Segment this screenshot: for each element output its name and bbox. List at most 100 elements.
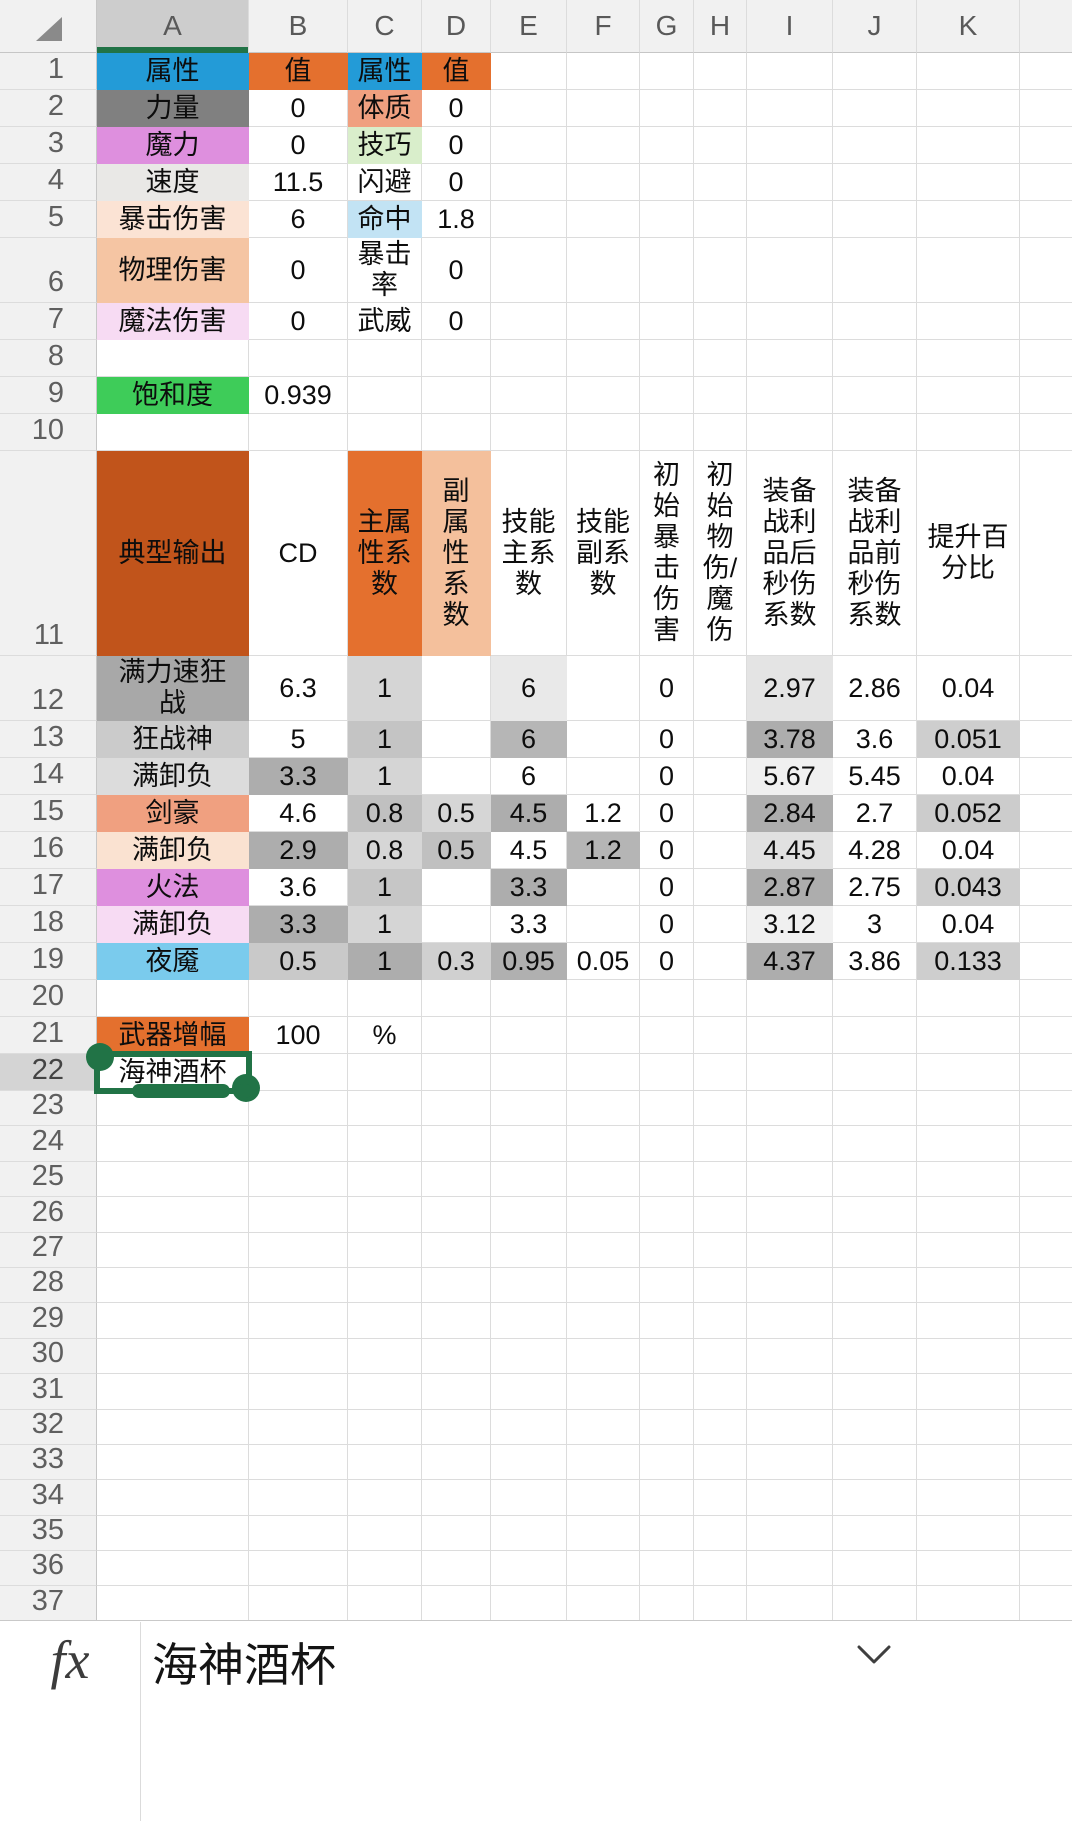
row-header-17[interactable]: 17 xyxy=(0,869,97,906)
cell-J26[interactable] xyxy=(833,1197,917,1233)
cell-C24[interactable] xyxy=(348,1126,422,1162)
cell-E25[interactable] xyxy=(491,1161,567,1198)
cell-A19[interactable]: 夜魇 xyxy=(97,943,249,980)
cell-F20[interactable] xyxy=(567,980,640,1017)
cell-A23[interactable] xyxy=(97,1091,249,1127)
cell-G6[interactable] xyxy=(640,238,694,303)
cell-L28[interactable] xyxy=(1020,1267,1072,1304)
cell-D19[interactable]: 0.3 xyxy=(422,943,491,980)
cell-I17[interactable]: 2.87 xyxy=(747,869,833,906)
row-header-6[interactable]: 6 xyxy=(0,238,97,303)
cell-A14[interactable]: 满卸负 xyxy=(97,758,249,795)
column-header-offscreen[interactable] xyxy=(1020,0,1072,53)
cell-E8[interactable] xyxy=(491,340,567,377)
cell-G35[interactable] xyxy=(640,1515,694,1552)
cell-L32[interactable] xyxy=(1020,1409,1072,1445)
cell-E24[interactable] xyxy=(491,1126,567,1162)
cell-F22[interactable] xyxy=(567,1054,640,1091)
cell-E3[interactable] xyxy=(491,127,567,164)
cell-G36[interactable] xyxy=(640,1551,694,1587)
cell-L21[interactable] xyxy=(1020,1017,1072,1054)
cell-I5[interactable] xyxy=(747,201,833,238)
cell-G10[interactable] xyxy=(640,414,694,451)
cell-K30[interactable] xyxy=(917,1338,1020,1375)
cell-A16[interactable]: 满卸负 xyxy=(97,832,249,869)
cell-D24[interactable] xyxy=(422,1126,491,1162)
column-header-A[interactable]: A xyxy=(97,0,249,53)
cell-D21[interactable] xyxy=(422,1017,491,1054)
cell-H4[interactable] xyxy=(694,164,747,201)
cell-C29[interactable] xyxy=(348,1303,422,1339)
cell-L35[interactable] xyxy=(1020,1515,1072,1552)
cell-L25[interactable] xyxy=(1020,1161,1072,1198)
cell-J13[interactable]: 3.6 xyxy=(833,721,917,758)
cell-C3[interactable]: 技巧 xyxy=(348,127,422,164)
column-header-G[interactable]: G xyxy=(640,0,694,53)
cell-K29[interactable] xyxy=(917,1303,1020,1339)
cell-H13[interactable] xyxy=(694,721,747,758)
cell-H34[interactable] xyxy=(694,1480,747,1516)
cell-H27[interactable] xyxy=(694,1232,747,1268)
cell-K7[interactable] xyxy=(917,303,1020,340)
cell-K5[interactable] xyxy=(917,201,1020,238)
cell-D37[interactable] xyxy=(422,1586,491,1620)
cell-J30[interactable] xyxy=(833,1338,917,1375)
cell-E19[interactable]: 0.95 xyxy=(491,943,567,980)
cell-F23[interactable] xyxy=(567,1091,640,1127)
cell-G15[interactable]: 0 xyxy=(640,795,694,832)
cell-G31[interactable] xyxy=(640,1374,694,1410)
cell-B11[interactable]: CD xyxy=(249,451,348,656)
cell-D17[interactable] xyxy=(422,869,491,906)
cell-A9[interactable]: 饱和度 xyxy=(97,377,249,414)
cell-E32[interactable] xyxy=(491,1409,567,1445)
cell-D13[interactable] xyxy=(422,721,491,758)
cell-H18[interactable] xyxy=(694,906,747,943)
cell-B26[interactable] xyxy=(249,1197,348,1233)
cell-A3[interactable]: 魔力 xyxy=(97,127,249,164)
cell-A17[interactable]: 火法 xyxy=(97,869,249,906)
cell-C26[interactable] xyxy=(348,1197,422,1233)
cell-H1[interactable] xyxy=(694,53,747,90)
cell-I16[interactable]: 4.45 xyxy=(747,832,833,869)
cell-G21[interactable] xyxy=(640,1017,694,1054)
cell-G29[interactable] xyxy=(640,1303,694,1339)
cell-C2[interactable]: 体质 xyxy=(348,90,422,127)
cell-H32[interactable] xyxy=(694,1409,747,1445)
cell-H17[interactable] xyxy=(694,869,747,906)
cell-B5[interactable]: 6 xyxy=(249,201,348,238)
cell-D29[interactable] xyxy=(422,1303,491,1339)
cell-J2[interactable] xyxy=(833,90,917,127)
cell-J6[interactable] xyxy=(833,238,917,303)
cell-D15[interactable]: 0.5 xyxy=(422,795,491,832)
cell-K1[interactable] xyxy=(917,53,1020,90)
cell-F26[interactable] xyxy=(567,1197,640,1233)
cell-F36[interactable] xyxy=(567,1551,640,1587)
cell-A4[interactable]: 速度 xyxy=(97,164,249,201)
cell-I29[interactable] xyxy=(747,1303,833,1339)
cell-K12[interactable]: 0.04 xyxy=(917,656,1020,721)
cell-D25[interactable] xyxy=(422,1161,491,1198)
cell-E1[interactable] xyxy=(491,53,567,90)
cell-D33[interactable] xyxy=(422,1444,491,1481)
cell-L22[interactable] xyxy=(1020,1054,1072,1091)
cell-J37[interactable] xyxy=(833,1586,917,1620)
cell-H28[interactable] xyxy=(694,1267,747,1304)
cell-C22[interactable] xyxy=(348,1054,422,1091)
cell-K6[interactable] xyxy=(917,238,1020,303)
cell-H12[interactable] xyxy=(694,656,747,721)
cell-L1[interactable] xyxy=(1020,53,1072,90)
cell-A28[interactable] xyxy=(97,1267,249,1304)
cell-F2[interactable] xyxy=(567,90,640,127)
cell-L29[interactable] xyxy=(1020,1303,1072,1339)
cell-F7[interactable] xyxy=(567,303,640,340)
cell-A27[interactable] xyxy=(97,1232,249,1268)
cell-G16[interactable]: 0 xyxy=(640,832,694,869)
column-header-I[interactable]: I xyxy=(747,0,833,53)
cell-H31[interactable] xyxy=(694,1374,747,1410)
cell-B36[interactable] xyxy=(249,1551,348,1587)
cell-A30[interactable] xyxy=(97,1338,249,1375)
cell-A24[interactable] xyxy=(97,1126,249,1162)
cell-H26[interactable] xyxy=(694,1197,747,1233)
cell-E5[interactable] xyxy=(491,201,567,238)
cell-E36[interactable] xyxy=(491,1551,567,1587)
